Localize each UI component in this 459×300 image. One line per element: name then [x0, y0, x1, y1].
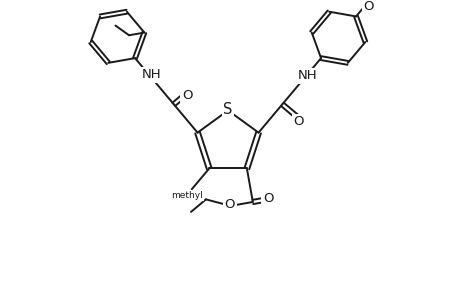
- Text: NH: NH: [297, 69, 316, 82]
- Text: O: O: [224, 198, 235, 211]
- Text: O: O: [262, 192, 273, 205]
- Text: S: S: [223, 102, 232, 117]
- Text: NH: NH: [142, 68, 161, 81]
- Text: O: O: [293, 116, 303, 128]
- Text: O: O: [363, 0, 373, 13]
- Text: O: O: [182, 89, 192, 102]
- Text: methyl: methyl: [171, 191, 202, 200]
